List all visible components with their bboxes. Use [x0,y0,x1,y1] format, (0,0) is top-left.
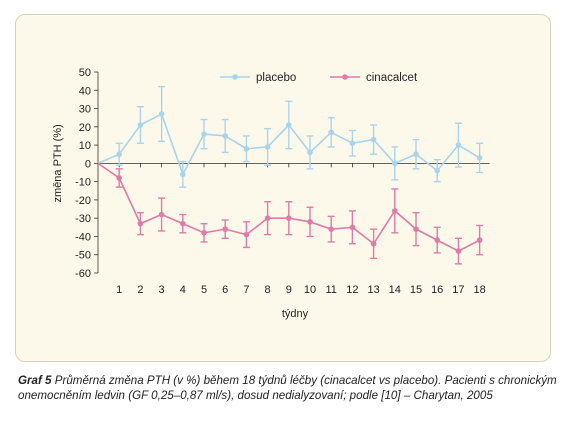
cinacalcet-point [222,226,228,232]
x-tick-label: 1 [116,284,122,296]
cinacalcet-point [307,219,313,225]
x-tick-label: 3 [159,284,165,296]
placebo-point [392,160,398,167]
cinacalcet-point [476,237,483,243]
cinacalcet-point [264,215,271,221]
x-tick-label: 4 [180,284,186,296]
cinacalcet-point [243,231,250,238]
y-tick-label: -20 [75,195,91,207]
cinacalcet-point [158,211,165,218]
y-tick-label: 50 [79,67,91,79]
legend-placebo-label: placebo [256,72,296,84]
cinacalcet-point [180,220,186,227]
placebo-point [307,149,313,156]
x-tick-label: 17 [452,284,464,296]
y-tick-label: 20 [79,122,91,134]
legend-cinacalcet-label: cinacalcet [366,72,418,84]
x-tick-label: 2 [137,284,143,296]
cinacalcet-point [392,208,398,214]
placebo-point [328,129,335,136]
legend-cinacalcet-marker [342,74,348,80]
placebo-point [455,142,462,148]
placebo-point [370,136,377,143]
caption-text: Průměrná změna PTH (v %) během 18 týdnů … [18,374,557,402]
placebo-point [243,145,250,152]
x-tick-label: 5 [201,284,207,296]
placebo-point [158,111,165,117]
cinacalcet-point [349,224,356,231]
x-tick-label: 15 [410,284,422,296]
placebo-point [413,151,419,158]
cinacalcet-point [328,226,335,232]
y-tick-label: 0 [85,158,91,170]
y-tick-label: -40 [75,231,91,243]
x-tick-label: 14 [389,284,401,296]
placebo-point [116,151,122,158]
cinacalcet-point [137,220,144,227]
x-tick-label: 7 [243,284,249,296]
x-tick-label: 8 [265,284,271,296]
cinacalcet-point [413,226,419,232]
y-tick-label: -50 [75,250,91,262]
figure-caption: Graf 5 Průměrná změna PTH (v %) během 18… [18,373,558,403]
cinacalcet-point [370,240,377,247]
x-axis-title: týdny [282,308,309,320]
y-tick-label: -60 [75,268,91,280]
x-tick-label: 16 [431,284,443,296]
y-tick-label: 30 [79,104,91,116]
placebo-point [222,133,228,139]
placebo-point [434,167,441,174]
y-tick-label: 10 [79,140,91,152]
y-tick-label: -10 [75,177,91,189]
placebo-point [137,122,144,128]
cinacalcet-point [286,215,292,221]
cinacalcet-point [455,248,462,254]
placebo-point [476,155,483,161]
cinacalcet-point [116,175,122,181]
x-tick-label: 9 [286,284,292,296]
y-tick-label: 40 [79,85,91,97]
x-tick-label: 10 [304,284,316,296]
x-tick-label: 6 [222,284,228,296]
y-axis-title: změna PTH (%) [52,124,64,202]
x-tick-label: 18 [473,284,485,296]
cinacalcet-point [201,230,207,236]
x-tick-label: 13 [367,284,379,296]
x-tick-label: 11 [325,284,336,296]
x-tick-label: 12 [346,284,358,296]
placebo-point [180,171,186,178]
caption-label: Graf 5 [18,374,52,387]
legend-placebo-marker [232,74,238,80]
y-tick-label: -30 [75,213,91,225]
cinacalcet-point [434,237,441,243]
placebo-point [286,122,292,128]
placebo-point [349,140,356,147]
chart-panel [15,14,551,362]
placebo-point [201,131,207,137]
placebo-point [264,144,271,150]
